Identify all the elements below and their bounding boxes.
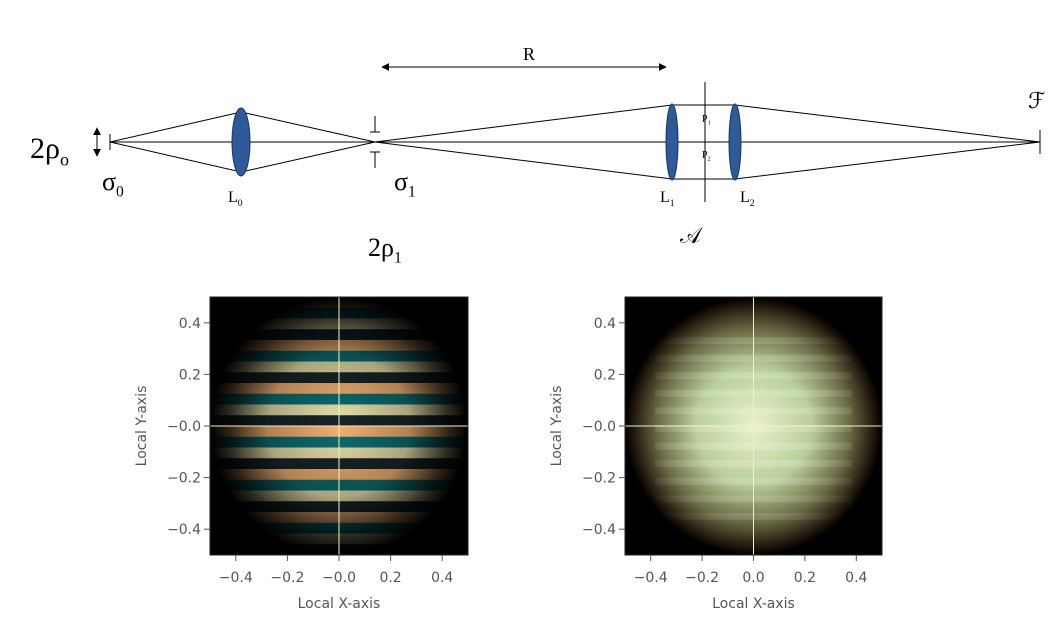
diagram-label: L1 [660, 189, 675, 209]
label-text: R [523, 44, 535, 64]
y-tick-label: 0.2 [179, 367, 201, 383]
x-tick-label: 0.4 [431, 570, 453, 586]
x-tick-label: −0.4 [219, 570, 253, 586]
diagram-label: 2ρo [30, 132, 69, 170]
y-tick-label: 0.4 [179, 316, 201, 332]
diagram-label: σ1 [394, 167, 416, 201]
x-tick-label: −0.4 [634, 570, 668, 586]
label-subscript: 2 [708, 157, 711, 163]
x-tick-label: 0.2 [794, 570, 816, 586]
x-axis-label: Local X-axis [298, 596, 381, 612]
label-text: 2ρ [30, 132, 60, 165]
image-plot: −0.4 −0.2 0.0 0.2 0.4 −0.4 −0.2 −0.0 0.2 0.4 Local… [549, 297, 882, 612]
diagram-label: P2 [702, 150, 711, 163]
label-subscript: o [60, 150, 69, 170]
diagram-label: σ0 [102, 167, 124, 201]
y-tick-label: −0.0 [582, 419, 616, 435]
label-subscript: 2 [750, 198, 755, 209]
diagram-label: 𝒜 [680, 223, 703, 248]
label-text: L [740, 189, 750, 206]
diagram-label: L2 [740, 189, 755, 209]
x-axis-label: Local X-axis [712, 596, 795, 612]
diagram-label: L0 [228, 189, 243, 209]
x-tick-label: −0.0 [322, 570, 356, 586]
diagram-label: ℱ [1028, 88, 1045, 113]
label-subscript: 1 [708, 121, 711, 127]
label-subscript: 1 [670, 198, 675, 209]
x-tick-label: −0.2 [270, 570, 304, 586]
y-tick-label: −0.0 [167, 419, 201, 435]
x-tick-label: 0.4 [845, 570, 867, 586]
x-tick-label: −0.2 [685, 570, 719, 586]
image-plot: −0.4 −0.2 −0.0 0.2 0.4 −0.4 −0.2 −0.0 0.2 0.4 Loca… [134, 297, 468, 612]
label-text: L [660, 189, 670, 206]
label-subscript: 0 [238, 198, 243, 209]
x-tick-label: 0.2 [379, 570, 401, 586]
y-tick-label: −0.2 [582, 471, 616, 487]
plots: −0.4 −0.2 −0.0 0.2 0.4 −0.4 −0.2 −0.0 0.2 0.4 Loca… [134, 297, 882, 612]
diagram-label: P1 [702, 114, 711, 127]
label-text: 𝒜 [680, 223, 703, 248]
label-text: σ [102, 167, 116, 196]
label-text: L [228, 189, 238, 206]
diagram-label: 2ρ1 [368, 233, 402, 267]
optical-layout [97, 67, 1040, 202]
y-tick-label: −0.2 [167, 471, 201, 487]
label-subscript: 0 [116, 184, 124, 201]
y-axis-label: Local Y-axis [134, 386, 150, 467]
y-tick-label: −0.4 [582, 522, 616, 538]
y-tick-label: 0.2 [594, 367, 616, 383]
label-text: 2ρ [368, 233, 394, 262]
y-tick-label: 0.4 [594, 316, 616, 332]
label-subscript: 1 [408, 184, 416, 201]
diagram-label: R [523, 44, 535, 64]
figure: 2ρoσ0L0σ12ρ1RP1P2L1L2𝒜ℱ −0.4−0.2−0.00.20… [0, 0, 1057, 620]
label-subscript: 1 [394, 250, 402, 267]
x-tick-label: 0.0 [742, 570, 764, 586]
y-tick-label: −0.4 [167, 522, 201, 538]
label-text: σ [394, 167, 408, 196]
label-text: ℱ [1028, 88, 1045, 113]
y-axis-label: Local Y-axis [549, 386, 565, 467]
